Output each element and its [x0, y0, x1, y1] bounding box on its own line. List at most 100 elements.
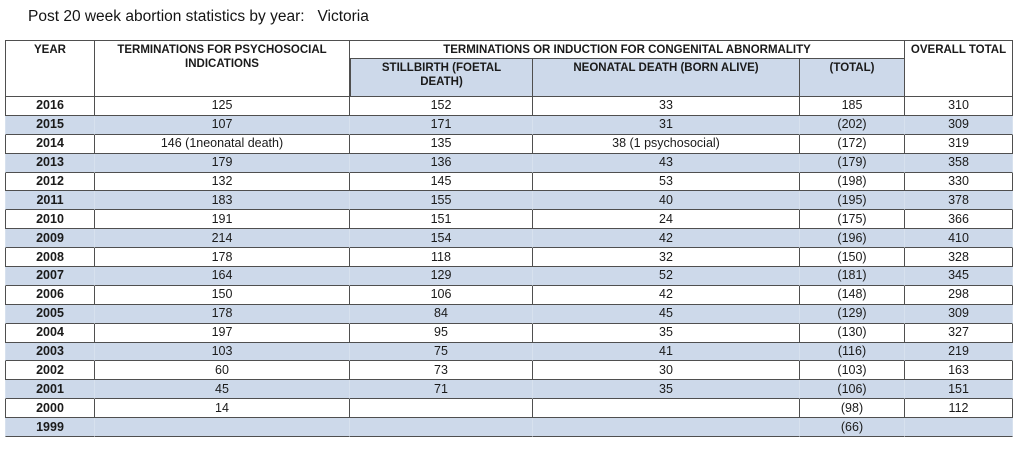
table-row: 2009 214 154 42 (196) 410 — [5, 229, 1014, 249]
psychosocial-cell: 178 — [95, 304, 350, 324]
overall-cell: 327 — [905, 323, 1014, 343]
stillbirth-cell: 152 — [350, 97, 533, 116]
year-cell: 2001 — [5, 380, 95, 400]
overall-cell: 309 — [905, 115, 1014, 135]
year-cell: 2003 — [5, 342, 95, 362]
table-row: 2016 125 152 33 185 310 — [5, 97, 1014, 116]
overall-cell: 219 — [905, 342, 1014, 362]
table-row: 2001 45 71 35 (106) 151 — [5, 380, 1014, 400]
total-cell: (116) — [800, 342, 906, 362]
neonatal-cell: 33 — [533, 97, 800, 116]
overall-cell: 328 — [905, 248, 1014, 268]
total-cell: (129) — [800, 304, 906, 324]
stillbirth-cell: 95 — [350, 323, 533, 343]
overall-cell: 112 — [905, 399, 1014, 419]
overall-cell: 345 — [905, 267, 1014, 286]
overall-cell: 319 — [905, 134, 1014, 154]
col-header-overall-total: OVERALL TOTAL — [905, 40, 1014, 97]
psychosocial-cell: 214 — [95, 229, 350, 249]
neonatal-cell — [533, 418, 800, 438]
col-header-congenital-group: TERMINATIONS OR INDUCTION FOR CONGENITAL… — [350, 40, 906, 59]
psychosocial-cell: 125 — [95, 97, 350, 116]
psychosocial-cell: 197 — [95, 323, 350, 343]
year-cell: 2006 — [5, 285, 95, 305]
stillbirth-cell: 155 — [350, 191, 533, 211]
year-cell: 2000 — [5, 399, 95, 419]
total-cell: (103) — [800, 361, 906, 381]
total-cell: (150) — [800, 248, 906, 268]
overall-cell: 298 — [905, 285, 1014, 305]
stillbirth-cell — [350, 399, 533, 419]
table-row: 2013 179 136 43 (179) 358 — [5, 153, 1014, 173]
psychosocial-cell: 45 — [95, 380, 350, 400]
neonatal-cell: 52 — [533, 267, 800, 286]
psychosocial-cell: 132 — [95, 172, 350, 192]
year-cell: 2010 — [5, 210, 95, 230]
table-row: 2002 60 73 30 (103) 163 — [5, 361, 1014, 381]
psychosocial-cell: 146 (1neonatal death) — [95, 134, 350, 154]
neonatal-cell: 53 — [533, 172, 800, 192]
table-row: 2011 183 155 40 (195) 378 — [5, 191, 1014, 211]
year-cell: 2002 — [5, 361, 95, 381]
year-cell: 2015 — [5, 115, 95, 135]
stillbirth-cell: 151 — [350, 210, 533, 230]
overall-cell: 330 — [905, 172, 1014, 192]
table-row: 2006 150 106 42 (148) 298 — [5, 285, 1014, 305]
neonatal-cell: 45 — [533, 304, 800, 324]
year-cell: 2014 — [5, 134, 95, 154]
neonatal-cell: 35 — [533, 380, 800, 400]
overall-cell: 358 — [905, 153, 1014, 173]
table-row: 2000 14 (98) 112 — [5, 399, 1014, 419]
stillbirth-cell: 145 — [350, 172, 533, 192]
table-body: 2016 125 152 33 185 310 2015 107 171 31 (202) 309 20… — [5, 97, 1014, 438]
total-cell: (175) — [800, 210, 906, 230]
total-cell: 185 — [800, 97, 906, 116]
total-cell: (106) — [800, 380, 906, 400]
neonatal-cell — [533, 399, 800, 419]
page-title: Post 20 week abortion statistics by year… — [28, 8, 369, 25]
table-row: 2004 197 95 35 (130) 327 — [5, 323, 1014, 343]
table-row: 2010 191 151 24 (175) 366 — [5, 210, 1014, 230]
table-row: 2015 107 171 31 (202) 309 — [5, 115, 1014, 135]
total-cell: (98) — [800, 399, 906, 419]
year-cell: 2005 — [5, 304, 95, 324]
overall-cell — [905, 418, 1014, 438]
neonatal-cell: 30 — [533, 361, 800, 381]
year-cell: 2016 — [5, 97, 95, 116]
col-header-total: (TOTAL) — [800, 59, 906, 97]
overall-cell: 309 — [905, 304, 1014, 324]
col-header-neonatal: NEONATAL DEATH (BORN ALIVE) — [533, 59, 800, 97]
neonatal-cell: 43 — [533, 153, 800, 173]
psychosocial-cell: 179 — [95, 153, 350, 173]
psychosocial-cell: 107 — [95, 115, 350, 135]
table-row: 2005 178 84 45 (129) 309 — [5, 304, 1014, 324]
col-header-year: YEAR — [5, 40, 95, 97]
neonatal-cell: 32 — [533, 248, 800, 268]
total-cell: (172) — [800, 134, 906, 154]
total-cell: (195) — [800, 191, 906, 211]
stillbirth-cell: 71 — [350, 380, 533, 400]
total-cell: (66) — [800, 418, 906, 438]
total-cell: (196) — [800, 229, 906, 249]
neonatal-cell: 40 — [533, 191, 800, 211]
psychosocial-cell: 103 — [95, 342, 350, 362]
stillbirth-cell — [350, 418, 533, 438]
overall-cell: 410 — [905, 229, 1014, 249]
stillbirth-cell: 118 — [350, 248, 533, 268]
year-cell: 2008 — [5, 248, 95, 268]
neonatal-cell: 38 (1 psychosocial) — [533, 134, 800, 154]
psychosocial-cell: 178 — [95, 248, 350, 268]
table-row: 2012 132 145 53 (198) 330 — [5, 172, 1014, 192]
overall-cell: 366 — [905, 210, 1014, 230]
total-cell: (181) — [800, 267, 906, 286]
stillbirth-cell: 73 — [350, 361, 533, 381]
psychosocial-cell — [95, 418, 350, 438]
overall-cell: 310 — [905, 97, 1014, 116]
year-cell: 2012 — [5, 172, 95, 192]
neonatal-cell: 42 — [533, 285, 800, 305]
total-cell: (202) — [800, 115, 906, 135]
total-cell: (198) — [800, 172, 906, 192]
psychosocial-cell: 14 — [95, 399, 350, 419]
table-row: 2014 146 (1neonatal death) 135 38 (1 psycho… — [5, 134, 1014, 154]
neonatal-cell: 42 — [533, 229, 800, 249]
